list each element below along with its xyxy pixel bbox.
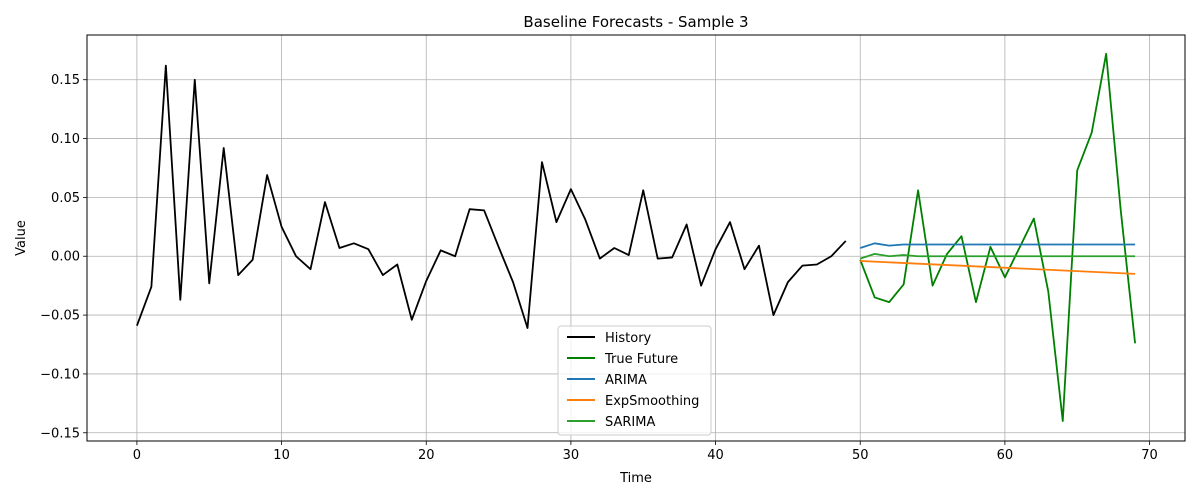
plot-lines [136,52,1136,422]
x-tick-label: 40 [707,448,724,463]
y-tick-label: −0.15 [40,426,80,441]
y-tick-label: −0.10 [40,367,80,382]
series-line-expsmoothing [860,260,1136,275]
ticks: 0 10 20 30 40 50 60 70 −0.15 −0.10 −0.05 0.00 0.05 0.… [40,73,1158,463]
series-line-true-future [859,52,1136,422]
x-tick-label: 70 [1141,448,1158,463]
legend-label-history: History [605,331,652,346]
legend-box [557,325,712,436]
legend-label-sarima: SARIMA [605,415,655,430]
series-line-arima [859,242,1136,249]
legend-label-expsmoothing: ExpSmoothing [605,394,699,409]
y-tick-label: −0.05 [40,309,80,324]
x-tick-label: 20 [418,448,435,463]
x-tick-label: 0 [133,448,141,463]
y-tick-label: 0.00 [51,250,80,265]
legend-label-arima: ARIMA [605,373,647,388]
x-tick-label: 10 [273,448,290,463]
x-tick-label: 60 [997,448,1014,463]
x-tick-label: 30 [563,448,580,463]
x-tick-label: 50 [852,448,869,463]
series-line-history [136,64,847,329]
y-tick-label: 0.10 [51,132,80,147]
series-line-sarima [859,252,1136,260]
y-tick-label: 0.05 [51,191,80,206]
y-axis-label: Value [14,220,29,256]
x-axis-label: Time [619,471,652,486]
y-tick-label: 0.15 [51,73,80,88]
legend: History True Future ARIMA ExpSmoothing S… [557,325,712,436]
legend-label-true-future: True Future [604,352,678,367]
chart-title: Baseline Forecasts - Sample 3 [523,13,748,31]
plot-frame [86,34,1186,442]
